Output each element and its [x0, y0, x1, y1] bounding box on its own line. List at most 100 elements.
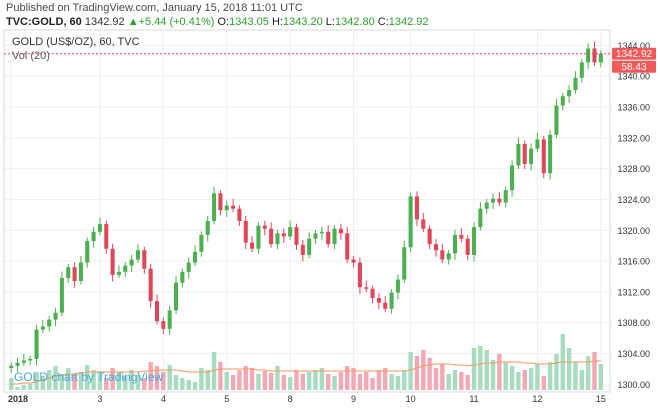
volume-bar: [306, 372, 312, 390]
volume-bars: [8, 334, 604, 390]
x-axis: 2018 3 4 5 8 9 10 11 12 15: [8, 394, 606, 404]
volume-bar: [503, 362, 508, 390]
high-value: 1343.20: [282, 16, 323, 28]
watermark: GOLD chart by TradingView: [14, 370, 164, 384]
volume-bar: [541, 376, 546, 390]
candle-body: [332, 228, 337, 245]
candle-body: [389, 292, 394, 309]
candle-body: [173, 282, 179, 311]
candle-body: [345, 233, 350, 260]
published-note: Published on TradingView.com, January 15…: [6, 2, 303, 14]
candle-body: [579, 62, 584, 78]
volume-bar: [91, 370, 96, 390]
volume-bar: [294, 370, 299, 390]
volume-bar: [478, 346, 483, 390]
volume-bar: [243, 366, 248, 390]
volume-bar: [173, 375, 179, 390]
candle-body: [218, 193, 223, 211]
candle-body: [167, 310, 172, 329]
volume-bar: [148, 362, 153, 390]
volume-bar: [167, 365, 172, 390]
volume-bar: [332, 376, 337, 390]
candle-body: [370, 288, 375, 299]
y-tick-label: 1312.00: [617, 287, 650, 297]
volume-bar: [268, 373, 274, 390]
candle-body: [288, 227, 293, 237]
volume-bar: [471, 348, 477, 390]
plot-area[interactable]: [3, 29, 611, 393]
candle-body: [269, 228, 274, 245]
candle-body: [243, 221, 248, 243]
open-value: 1343.05: [229, 16, 269, 28]
candle-body: [154, 301, 160, 322]
volume-bar: [414, 356, 420, 390]
y-tick-label: 1320.00: [617, 226, 650, 236]
volume-bar: [547, 362, 553, 390]
candle-body: [180, 271, 185, 283]
candle-body: [300, 244, 305, 255]
volume-bar: [192, 382, 198, 390]
volume-bar: [579, 370, 585, 390]
candle-body: [256, 225, 261, 249]
y-tick-label: 1344.00: [617, 41, 650, 51]
candle-body: [53, 312, 58, 320]
volume-bar: [199, 368, 204, 390]
volume-bar: [566, 348, 572, 390]
volume-bar: [585, 356, 591, 390]
price-badge: 1342.92: [612, 47, 656, 60]
volume-bar: [497, 354, 502, 390]
volume-bar: [281, 375, 287, 390]
candle-body: [199, 234, 204, 252]
volume-bar: [554, 354, 559, 390]
volume-bar: [135, 375, 141, 390]
candle-body: [15, 362, 20, 366]
y-tick-label: 1328.00: [617, 164, 650, 174]
candle-body: [250, 242, 255, 249]
candle-body: [262, 225, 267, 229]
x-tick-label: 8: [288, 394, 293, 404]
volume-bar: [21, 385, 27, 390]
volume-bar: [249, 368, 255, 390]
volume-bar: [376, 370, 382, 390]
candle-body: [351, 259, 356, 263]
candle-body: [91, 231, 96, 242]
volume-bar: [490, 360, 496, 390]
legend-title: GOLD (US$/OZ), 60, TVC: [12, 36, 140, 48]
volume-bar: [46, 370, 52, 390]
volume-bar: [389, 374, 394, 390]
candle-body: [186, 262, 191, 272]
volume-bar: [319, 368, 325, 390]
volume-bar: [446, 374, 451, 390]
candle-body: [560, 96, 565, 106]
candle-body: [281, 233, 286, 237]
candle-body: [529, 148, 534, 165]
volume-bar: [509, 366, 515, 390]
volume-ma-line: [11, 360, 601, 385]
candle-body: [586, 48, 591, 63]
candle-body: [231, 205, 236, 209]
y-tick-label: 1308.00: [617, 318, 650, 328]
price-chart[interactable]: 1300.00 1304.00 1308.00 1312.00 1316.00 1320.…: [0, 28, 660, 409]
x-tick-label: 3: [97, 394, 102, 404]
candle-body: [446, 253, 451, 260]
change-up-icon: ▲: [127, 16, 139, 28]
y-axis: 1300.00 1304.00 1308.00 1312.00 1316.00 1320.…: [617, 41, 650, 390]
volume-bar: [300, 374, 306, 390]
symbol-label[interactable]: TVC:GOLD, 60: [6, 16, 82, 28]
volume-bar: [516, 372, 521, 390]
candle-body: [535, 139, 540, 149]
volume-bar: [218, 362, 223, 390]
volume-bar: [97, 374, 103, 390]
volume-bar: [484, 350, 489, 390]
candle-body: [598, 53, 603, 63]
volume-bar: [116, 372, 122, 390]
candle-body: [34, 329, 39, 359]
candle-body: [440, 250, 445, 260]
volume-bar: [325, 374, 331, 390]
y-tick-label: 1300.00: [617, 380, 650, 390]
volume-bar: [383, 368, 388, 390]
candle-body: [224, 205, 229, 211]
candle-body: [326, 231, 331, 245]
high-label: H:: [271, 16, 283, 28]
volume-bar: [230, 375, 236, 390]
